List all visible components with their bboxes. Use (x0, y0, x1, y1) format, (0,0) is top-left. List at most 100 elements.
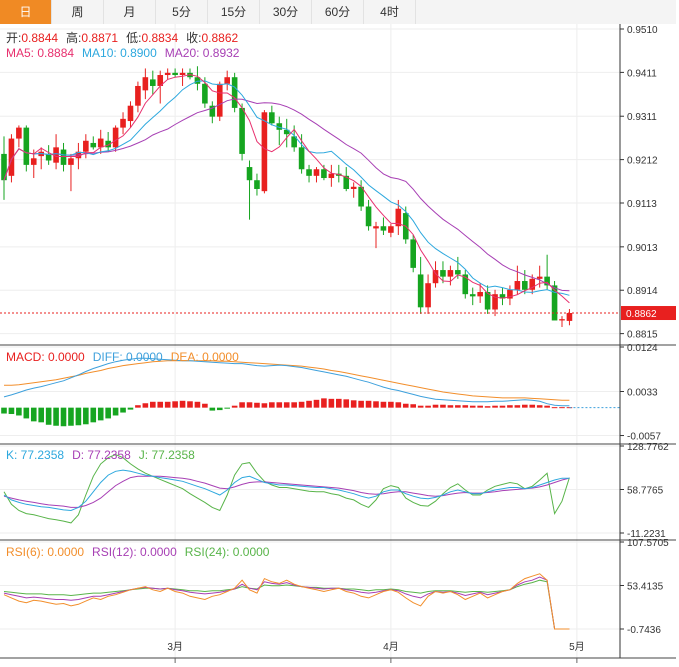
macd-bar (276, 402, 283, 408)
tab-6[interactable]: 60分 (312, 0, 364, 24)
candle-body (484, 291, 491, 310)
macd-bar (514, 405, 521, 408)
macd-bar (53, 407, 59, 426)
candle-body (105, 140, 111, 148)
axis-labels: 3月 4月 5月 0.9510 0.9411 0.9311 0.9212 0.9113 0.90… (167, 25, 669, 663)
macd-bar (135, 405, 141, 408)
macd-bar (150, 401, 156, 408)
candle-body (462, 274, 469, 295)
candle-body (164, 72, 171, 76)
macd-bar (254, 402, 260, 408)
candle-body (68, 158, 74, 165)
candle-body (529, 278, 536, 290)
rsi6-line (3, 573, 570, 630)
candle-body (276, 123, 283, 130)
ohlc-label-2: 低: (126, 31, 141, 45)
price-tick-label: 0.8914 (627, 286, 658, 297)
kdj-legend-0: K: 77.2358 (6, 448, 64, 462)
macd-bar (522, 404, 528, 408)
diff-line (3, 357, 570, 407)
macd-bar (380, 401, 387, 408)
candle-body (306, 169, 312, 176)
tab-5[interactable]: 30分 (260, 0, 312, 24)
candle-body (23, 127, 30, 165)
macd-bar (536, 405, 543, 408)
macd-bar (261, 403, 268, 408)
candle-body (1, 153, 7, 181)
candle-body (328, 173, 335, 179)
macd-bar (455, 405, 461, 408)
kdj-tick-label: 58.7765 (627, 486, 664, 497)
j-line (3, 454, 570, 524)
price-tick-label: 0.9013 (627, 243, 658, 254)
macd-bar (336, 398, 342, 408)
candle-body (395, 208, 402, 227)
rsi-tick-label: -0.7436 (627, 625, 661, 636)
tab-4[interactable]: 15分 (208, 0, 260, 24)
candle-body (246, 167, 253, 181)
macd-bar (358, 400, 364, 408)
candle-body (120, 118, 126, 128)
tab-0[interactable]: 日 (0, 0, 52, 24)
tab-1[interactable]: 周 (52, 0, 104, 24)
macd-bar (462, 405, 469, 408)
candle-body (343, 175, 350, 189)
macd-bar (224, 407, 230, 409)
macd-legend-0: MACD: 0.0000 (6, 350, 85, 364)
macd-tick-label: -0.0057 (627, 432, 661, 443)
macd-bar (172, 401, 178, 408)
rsi-panel (3, 573, 570, 630)
tab-3[interactable]: 5分 (156, 0, 208, 24)
macd-bar (164, 401, 171, 408)
macd-bar (202, 403, 208, 408)
macd-panel (1, 357, 620, 427)
k-line (3, 469, 570, 512)
macd-bar (484, 406, 491, 408)
rsi-tick-label: 107.5705 (627, 538, 669, 549)
kdj-legend-2: J: 77.2358 (139, 448, 195, 462)
kdj-tick-label: 128.7762 (627, 442, 669, 453)
candle-body (239, 107, 245, 154)
candle-body (514, 281, 521, 290)
macd-bar (395, 402, 402, 408)
macd-bar (477, 405, 483, 408)
candle-body (150, 79, 156, 86)
macd-bar (291, 402, 297, 408)
macd-bar (425, 405, 431, 408)
candle-body (559, 319, 565, 321)
price-tick-label: 0.8815 (627, 330, 658, 341)
macd-bar (23, 407, 30, 419)
candle-body (373, 226, 379, 229)
candle-body (388, 226, 394, 233)
tab-7[interactable]: 4时 (364, 0, 416, 24)
macd-bar (544, 405, 550, 408)
d-line (3, 475, 570, 508)
candle-body (112, 127, 119, 148)
ohlc-value-3: 0.8862 (201, 31, 238, 45)
candle-body (216, 83, 223, 117)
macd-bar (529, 404, 536, 408)
candle-body (380, 226, 387, 231)
candle-body (455, 270, 461, 275)
candle-body (477, 291, 483, 297)
candle-body (254, 180, 260, 189)
candle-body (522, 281, 528, 290)
macd-bar (8, 407, 15, 415)
macd-bar (75, 407, 82, 426)
ohlc-label-3: 收: (186, 31, 201, 45)
macd-bar (194, 401, 201, 408)
candle-body (321, 169, 327, 179)
period-tabs: 日周月 5分 15分 30分 60分 4时 (0, 0, 676, 25)
rsi-legend-2: RSI(24): 0.0000 (185, 545, 270, 559)
candle-body (417, 274, 424, 308)
macd-bar (83, 407, 89, 425)
macd-bar (269, 402, 275, 408)
macd-bar (365, 400, 372, 408)
price-tick-label: 0.9311 (627, 112, 657, 123)
tab-2[interactable]: 月 (104, 0, 156, 24)
price-panel: 0.8862 (0, 66, 676, 328)
macd-bar (120, 407, 126, 413)
price-tick-label: 0.9510 (627, 25, 658, 36)
macd-bar (231, 405, 238, 408)
macd-bar (239, 402, 245, 408)
